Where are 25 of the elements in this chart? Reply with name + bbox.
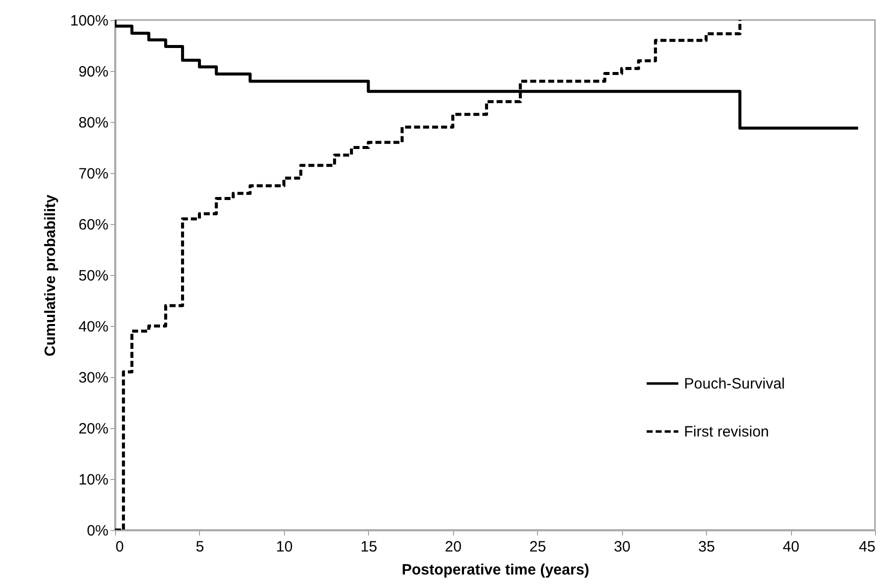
x-tick-label: 0 bbox=[116, 538, 124, 556]
y-tick-label: 10% bbox=[78, 472, 108, 488]
x-tick-label: 15 bbox=[360, 538, 378, 556]
y-tick-label: 0% bbox=[86, 522, 108, 540]
y-tick-label: 30% bbox=[78, 370, 108, 386]
legend-label: First revision bbox=[684, 424, 770, 440]
y-tick-label: 90% bbox=[78, 64, 108, 80]
y-tick-label: 70% bbox=[78, 166, 108, 182]
x-axis-title: Postoperative time (years) bbox=[402, 562, 590, 578]
x-tick-label: 10 bbox=[276, 538, 293, 556]
x-tick-label: 35 bbox=[698, 538, 715, 556]
y-tick-label: 40% bbox=[78, 318, 108, 336]
y-tick-label: 20% bbox=[78, 420, 108, 438]
x-tick-label: 5 bbox=[196, 538, 204, 556]
y-axis-title: Cumulative probability bbox=[42, 194, 60, 356]
y-tick-label: 60% bbox=[78, 216, 108, 234]
x-tick-label: 30 bbox=[614, 538, 631, 556]
legend-label: Pouch-Survival bbox=[684, 376, 785, 392]
y-tick-label: 80% bbox=[78, 114, 108, 132]
y-tick-label: 100% bbox=[70, 12, 108, 30]
x-tick-label: 20 bbox=[444, 538, 462, 556]
x-tick-label: 45 bbox=[858, 538, 876, 556]
x-tick-label: 40 bbox=[782, 538, 800, 556]
x-tick-label: 25 bbox=[529, 538, 546, 556]
y-tick-label: 50% bbox=[78, 268, 108, 284]
